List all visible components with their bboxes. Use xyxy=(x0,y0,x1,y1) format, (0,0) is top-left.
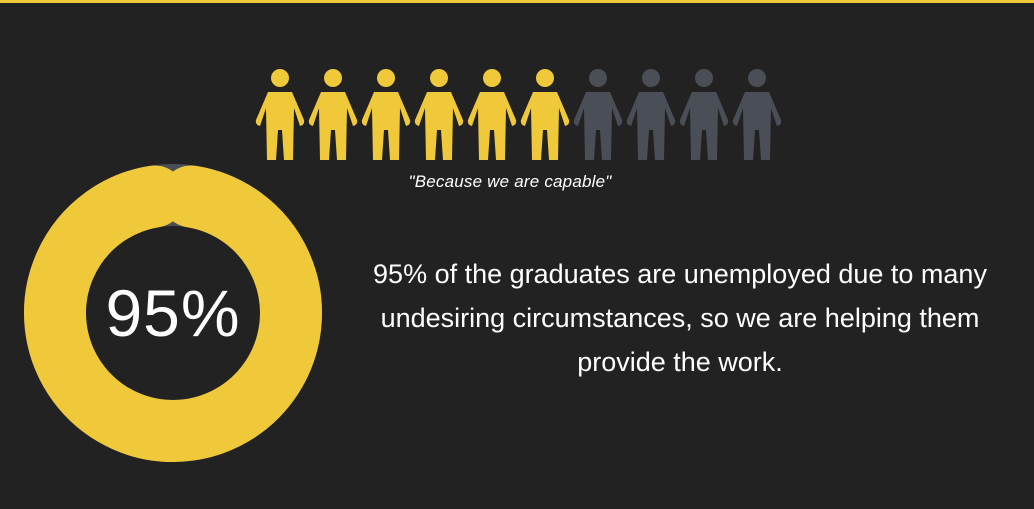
description-text: 95% of the graduates are unemployed due … xyxy=(373,259,987,377)
person-icon-empty xyxy=(626,69,676,160)
person-icon-empty xyxy=(573,69,623,160)
person-icon-filled xyxy=(308,69,358,160)
people-pictograph-svg xyxy=(255,69,782,160)
people-pictograph xyxy=(254,68,786,164)
person-icon-filled xyxy=(414,69,464,160)
top-accent-rule xyxy=(0,0,1034,3)
person-icon-filled xyxy=(361,69,411,160)
donut-value-label: 95% xyxy=(105,276,241,350)
person-icon-filled xyxy=(520,69,570,160)
person-icon-filled xyxy=(255,69,305,160)
donut-chart-svg xyxy=(24,164,322,462)
donut-chart: 95% xyxy=(20,160,326,466)
tagline-quote: "Because we are capable" xyxy=(408,172,612,191)
person-icon-empty xyxy=(679,69,729,160)
person-icon-filled xyxy=(467,69,517,160)
donut-value-arc xyxy=(24,165,322,462)
person-icon-empty xyxy=(732,69,782,160)
